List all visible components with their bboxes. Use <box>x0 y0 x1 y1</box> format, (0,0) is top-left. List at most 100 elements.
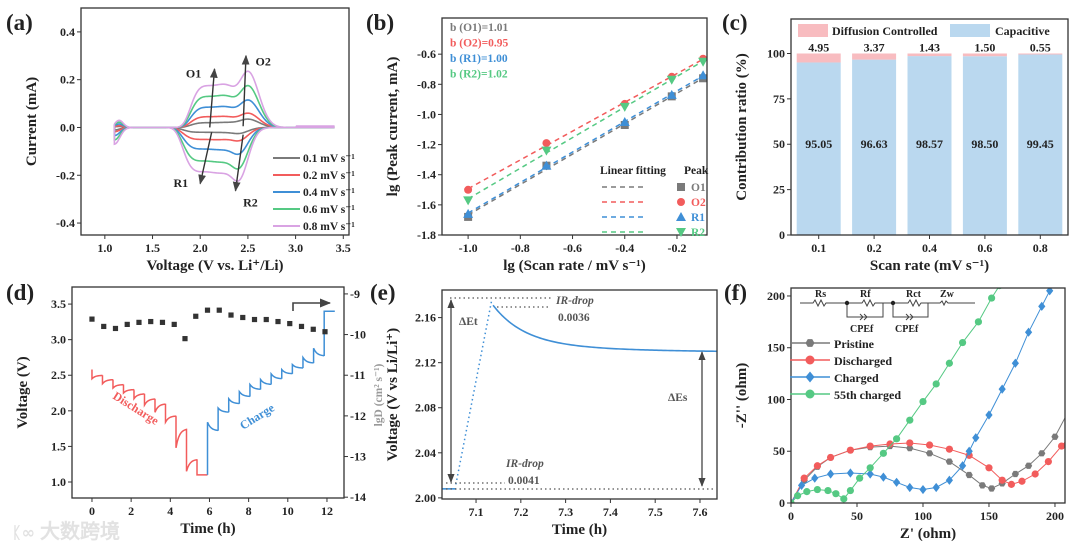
x-tick-label: 3.0 <box>288 241 303 255</box>
x-axis-title: lg (Scan rate / mV s⁻¹) <box>503 258 646 274</box>
lgD-point <box>124 321 130 328</box>
nyquist-point <box>945 359 953 367</box>
lgD-point <box>136 319 142 325</box>
ir-drop-label: IR-drop <box>505 458 544 470</box>
discharge-curve <box>91 369 208 476</box>
circuit-label-rf: Rf <box>860 289 871 300</box>
nyquist-point <box>840 495 848 503</box>
plot-area <box>463 54 707 221</box>
data-point <box>619 102 630 112</box>
legend-marker <box>805 389 815 399</box>
capacitive-value-label: 95.05 <box>805 137 832 151</box>
nyquist-point <box>972 433 980 443</box>
legend-label: O2 <box>691 197 706 209</box>
bar-capacitive <box>796 62 841 235</box>
delta-Et-label: ΔEt <box>459 316 478 328</box>
legend-label: 0.6 mV s⁻¹ <box>303 204 355 216</box>
lgD-point <box>228 312 234 318</box>
nyquist-point <box>1031 470 1039 478</box>
x-tick-label: 7.5 <box>648 505 663 519</box>
data-point <box>541 146 552 156</box>
nyquist-point <box>1024 462 1033 469</box>
x-tick-label: -0.2 <box>667 241 686 255</box>
nyquist-point <box>965 446 973 456</box>
x-axis-title: Time (h) <box>552 522 607 538</box>
charge-label: Charge <box>237 400 277 432</box>
lgD-point <box>216 307 222 313</box>
plot-area <box>89 307 335 476</box>
y-tick-label: -0.4 <box>56 216 75 230</box>
legend-marker <box>676 212 686 221</box>
y-tick-label: 150 <box>767 341 785 355</box>
plot-frame <box>790 287 1066 504</box>
diffusion-value-label: 1.43 <box>919 40 940 54</box>
ir-drop-value: 0.0041 <box>508 475 540 487</box>
nyquist-point <box>866 469 874 479</box>
nyquist-point <box>886 440 894 448</box>
x-tick-label: 0.4 <box>922 241 937 255</box>
panel-f: (f) 0 50 100 150 200 0 50 100 150 200 Z' (ohm) -Z'' … <box>724 280 1066 542</box>
legend-label: 0.2 mV s⁻¹ <box>303 170 355 182</box>
y-tick-label: 2.0 <box>51 404 66 418</box>
diffusion-value-label: 0.55 <box>1030 40 1051 54</box>
nyquist-point <box>945 475 953 485</box>
panel-label: (e) <box>370 280 396 305</box>
y-axis-title: -Z'' (ohm) <box>734 363 750 428</box>
x-tick-label: 6 <box>206 504 212 518</box>
nyquist-point <box>1011 470 1019 478</box>
legend-label: Discharged <box>834 354 892 368</box>
y-tick-label: -1.4 <box>417 168 436 182</box>
y2-tick-label: -14 <box>350 490 366 504</box>
nyquist-point <box>906 416 914 424</box>
x-axis-title: Time (h) <box>180 521 235 537</box>
nyquist-point <box>892 435 901 443</box>
nyquist-point <box>826 453 835 462</box>
y2-tick-label: -9 <box>350 287 360 301</box>
lgD-point <box>322 329 328 335</box>
lgD-point <box>159 319 166 325</box>
y-tick-label: 3.0 <box>51 333 66 347</box>
x-tick-label: 2.5 <box>240 241 255 255</box>
y-tick-label: -1.0 <box>417 107 436 121</box>
nyquist-point <box>1038 450 1046 457</box>
x-tick-label: 7.1 <box>469 505 484 519</box>
legend-marker <box>805 371 815 383</box>
nyquist-point <box>945 445 953 453</box>
y-tick-label: 75 <box>773 92 785 106</box>
y-tick-label: -0.6 <box>417 47 436 61</box>
y-axis-title: Contribution ratio (%) <box>734 53 750 201</box>
legend-swatch <box>950 24 990 37</box>
lgD-point <box>240 314 246 321</box>
y-tick-label: 100 <box>767 392 785 406</box>
legend-swatch <box>798 24 828 37</box>
data-point <box>541 160 552 170</box>
plot-frame <box>80 7 350 236</box>
legend-label: Charged <box>834 371 879 385</box>
panel-b: (b) -1.0 -0.8 -0.6 -0.4 -0.2 -1.8 -1.6 -1.4 -1.2 -… <box>366 10 709 274</box>
nyquist-point <box>965 471 973 479</box>
panel-label: (a) <box>6 10 33 35</box>
lgD-point <box>182 336 188 342</box>
lgD-point <box>193 313 199 319</box>
capacitive-value-label: 96.63 <box>861 137 888 151</box>
y-tick-label: 2.12 <box>415 356 436 370</box>
legend-marker <box>805 355 815 365</box>
y-tick-label: 50 <box>773 444 785 458</box>
x-tick-label: 7.4 <box>603 505 618 519</box>
right-axis-arrow <box>292 298 332 311</box>
discharge-label: Discharge <box>110 389 162 428</box>
plot-area <box>442 299 717 490</box>
nyquist-point <box>866 464 874 472</box>
y2-tick-label: -10 <box>350 328 366 342</box>
bar-capacitive <box>1018 54 1063 235</box>
nyquist-point <box>832 490 840 498</box>
y-tick-label: 2.08 <box>415 401 436 415</box>
panel-e: (e) 7.1 7.2 7.3 7.4 7.5 7.6 2.00 2.04 2.08 2.12 2.1… <box>370 280 718 538</box>
nyquist-point <box>925 450 934 457</box>
x-tick-label: 7.6 <box>692 505 707 519</box>
panel-label: (f) <box>724 280 747 305</box>
plot-frame <box>71 286 345 499</box>
legend-label: R1 <box>691 212 705 224</box>
nyquist-point <box>906 439 914 447</box>
x-tick-label: -0.6 <box>563 241 582 255</box>
